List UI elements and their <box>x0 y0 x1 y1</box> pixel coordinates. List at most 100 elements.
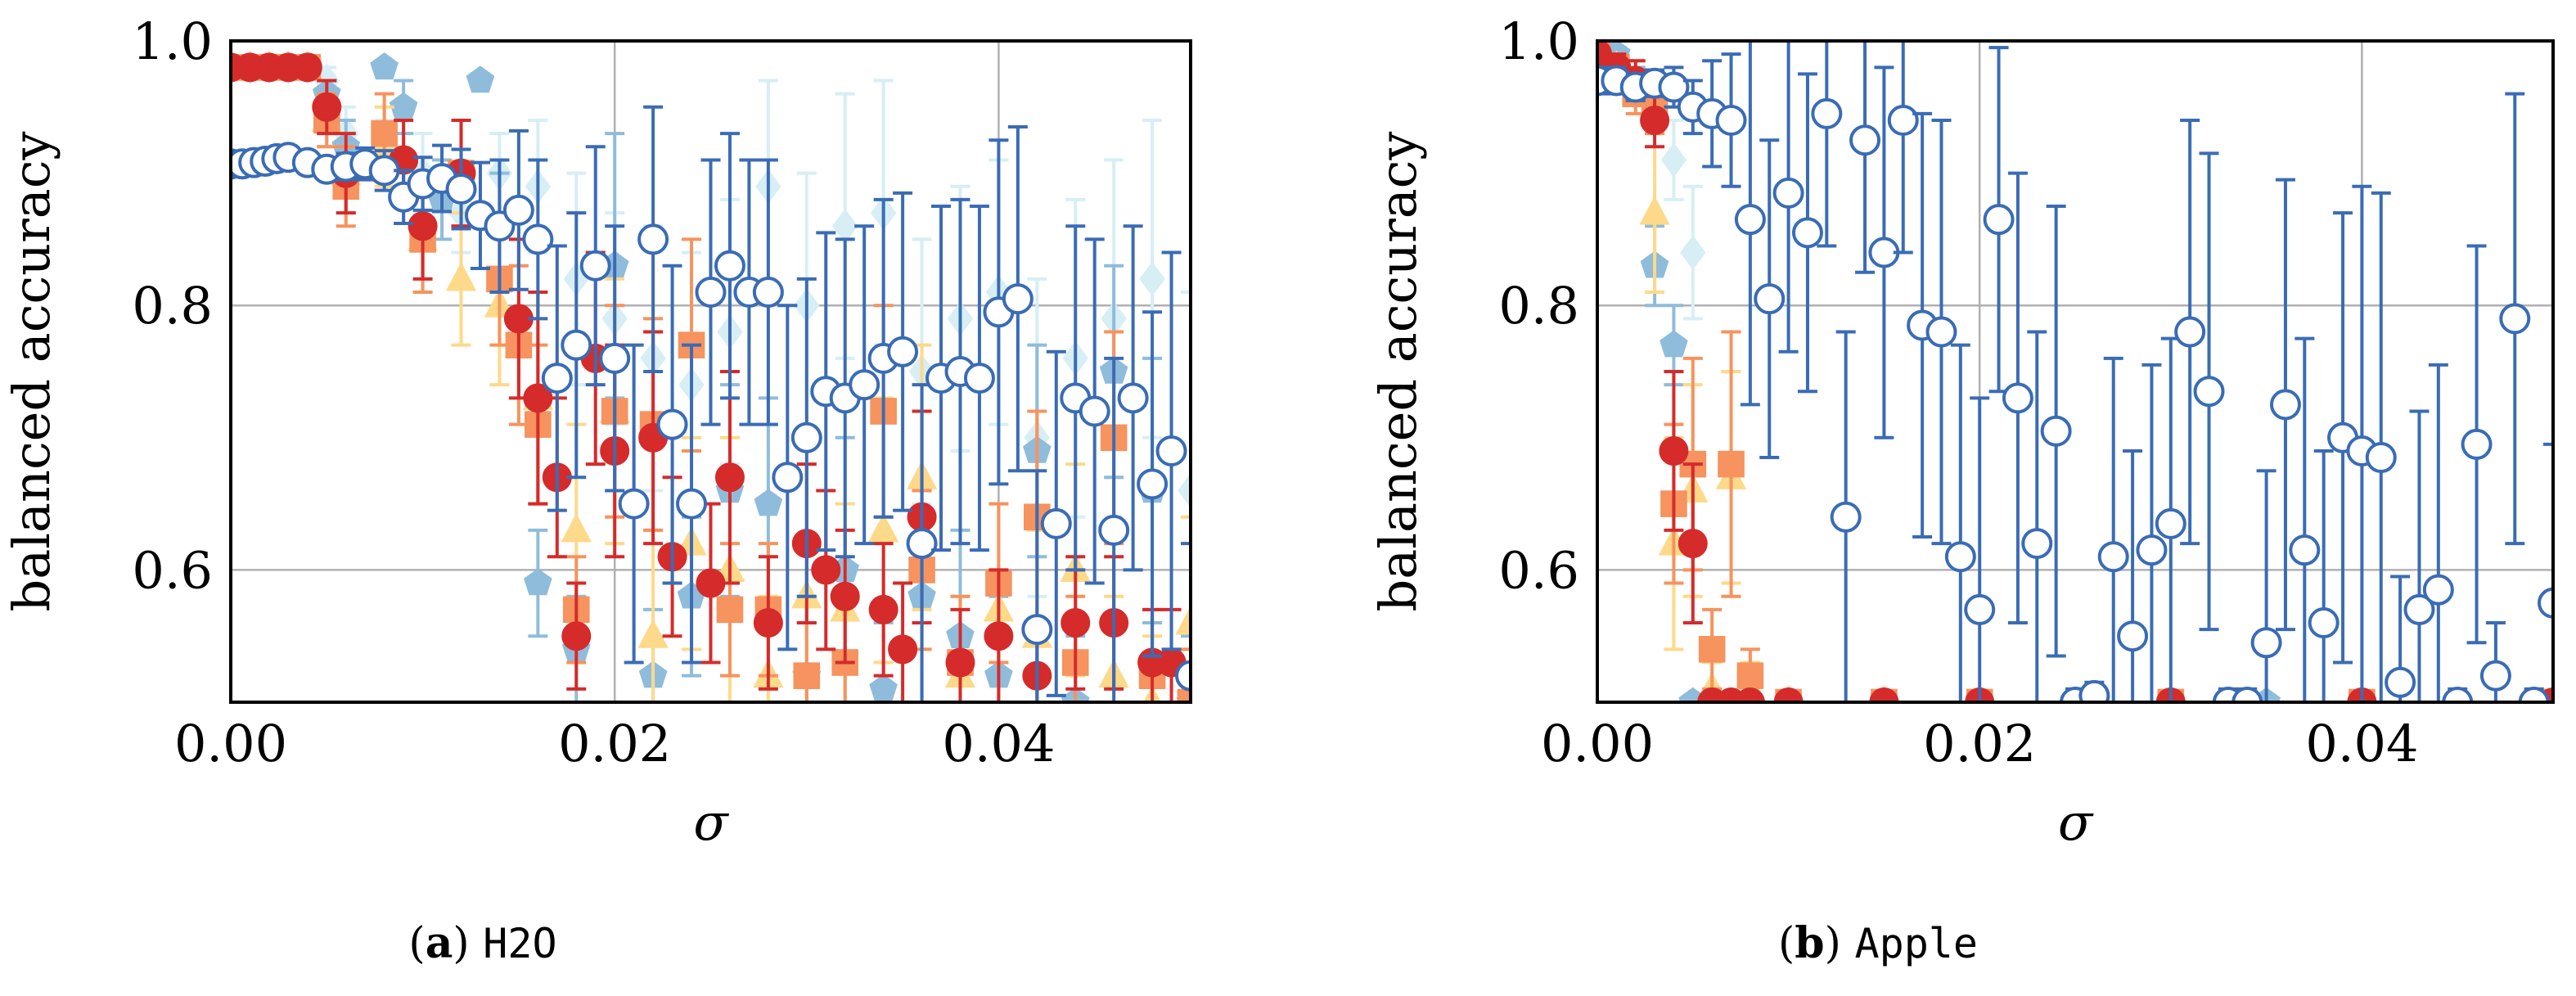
data-point <box>1040 507 1072 539</box>
data-point <box>2174 316 2206 348</box>
data-point <box>2136 534 2168 566</box>
data-point <box>2499 303 2531 335</box>
data-point <box>2403 593 2435 625</box>
data-point <box>2308 607 2340 639</box>
data-point <box>830 581 860 611</box>
data-point <box>579 250 611 282</box>
data-point <box>1137 468 1169 500</box>
series-dark-blue-open-circle <box>1597 41 2553 702</box>
x-tick-label: 0.00 <box>174 714 287 773</box>
x-tick-label: 0.02 <box>1923 714 2036 773</box>
data-point <box>502 194 534 226</box>
data-point <box>984 621 1014 651</box>
data-point <box>389 92 418 119</box>
data-point <box>2117 620 2149 652</box>
data-point <box>2365 442 2397 474</box>
data-point <box>466 65 495 93</box>
y-axis-label: balanced accuracy <box>1368 132 1428 612</box>
data-point <box>772 462 804 493</box>
data-point <box>1660 142 1687 178</box>
data-point <box>1983 204 2015 236</box>
data-point <box>1640 105 1670 135</box>
axes-frame <box>229 39 1192 704</box>
y-tick-label: 0.8 <box>132 276 213 336</box>
data-point <box>1178 473 1191 508</box>
data-point <box>370 52 399 80</box>
y-tick-label: 0.6 <box>132 540 213 600</box>
data-point <box>1718 450 1745 478</box>
data-point <box>2442 687 2474 702</box>
data-point <box>561 513 592 543</box>
data-point <box>2250 627 2282 659</box>
data-point <box>2518 687 2550 702</box>
x-axis-label: σ <box>693 792 729 852</box>
data-point <box>1002 283 1034 315</box>
caption-b: (b) Apple <box>1778 918 1978 968</box>
panel-apple: 0.00 0.02 0.04 0.6 0.8 1.0 σ balanced accuracy <box>1368 11 2555 852</box>
data-point <box>312 92 342 122</box>
data-point <box>867 513 899 543</box>
data-point <box>849 369 880 401</box>
data-point <box>2289 534 2321 566</box>
data-point <box>793 662 821 689</box>
data-point <box>524 568 552 596</box>
data-point <box>445 262 477 291</box>
data-point <box>2002 382 2033 414</box>
data-point <box>1680 235 1706 270</box>
data-point <box>2097 541 2129 573</box>
data-point <box>811 555 841 585</box>
x-tick-label: 0.04 <box>942 714 1055 773</box>
data-point <box>637 619 669 648</box>
data-point <box>1773 687 1804 702</box>
data-point <box>1639 196 1670 225</box>
x-tick-label: 0.00 <box>1541 714 1654 773</box>
data-point <box>1659 435 1689 466</box>
x-axis-label: σ <box>2058 792 2094 852</box>
caption-a: (a) H2O <box>408 918 556 968</box>
data-point <box>790 421 822 453</box>
data-point <box>1811 97 1843 129</box>
data-point <box>618 488 650 520</box>
data-point <box>408 211 438 241</box>
data-point <box>2155 507 2186 539</box>
data-point <box>1715 104 1747 136</box>
x-tick-label: 0.02 <box>558 714 671 773</box>
data-point <box>1098 514 1130 546</box>
data-point <box>1021 614 1053 646</box>
data-point <box>2040 415 2072 447</box>
data-point <box>1736 662 1764 689</box>
data-point <box>292 52 322 83</box>
data-point <box>656 408 688 440</box>
data-point <box>1849 124 1881 156</box>
data-point <box>963 363 995 394</box>
y-tick-label: 1.0 <box>132 11 213 71</box>
data-point <box>2269 389 2301 421</box>
x-tick-label: 0.04 <box>2305 714 2418 773</box>
plot-area <box>231 50 1191 702</box>
data-point <box>716 596 744 624</box>
data-point <box>2021 528 2053 560</box>
data-point <box>2538 587 2553 619</box>
data-point <box>637 223 669 255</box>
data-point <box>1735 687 1765 702</box>
data-point <box>1964 593 1996 625</box>
data-point <box>1155 435 1187 466</box>
data-point <box>754 489 783 516</box>
data-point <box>753 608 783 638</box>
data-point <box>1944 541 1976 573</box>
data-point <box>2479 660 2511 692</box>
y-tick-label: 0.8 <box>1498 276 1579 336</box>
axes-frame <box>1596 39 2555 704</box>
data-point <box>2078 679 2110 702</box>
data-point <box>1678 529 1708 559</box>
data-point <box>1869 687 1899 702</box>
y-tick-label: 1.0 <box>1498 11 1579 71</box>
data-point <box>752 277 784 309</box>
data-point <box>695 277 727 309</box>
data-point <box>1117 382 1149 414</box>
data-point <box>561 621 592 651</box>
data-point <box>2385 666 2416 698</box>
data-point <box>832 209 858 244</box>
data-point <box>1887 104 1919 136</box>
